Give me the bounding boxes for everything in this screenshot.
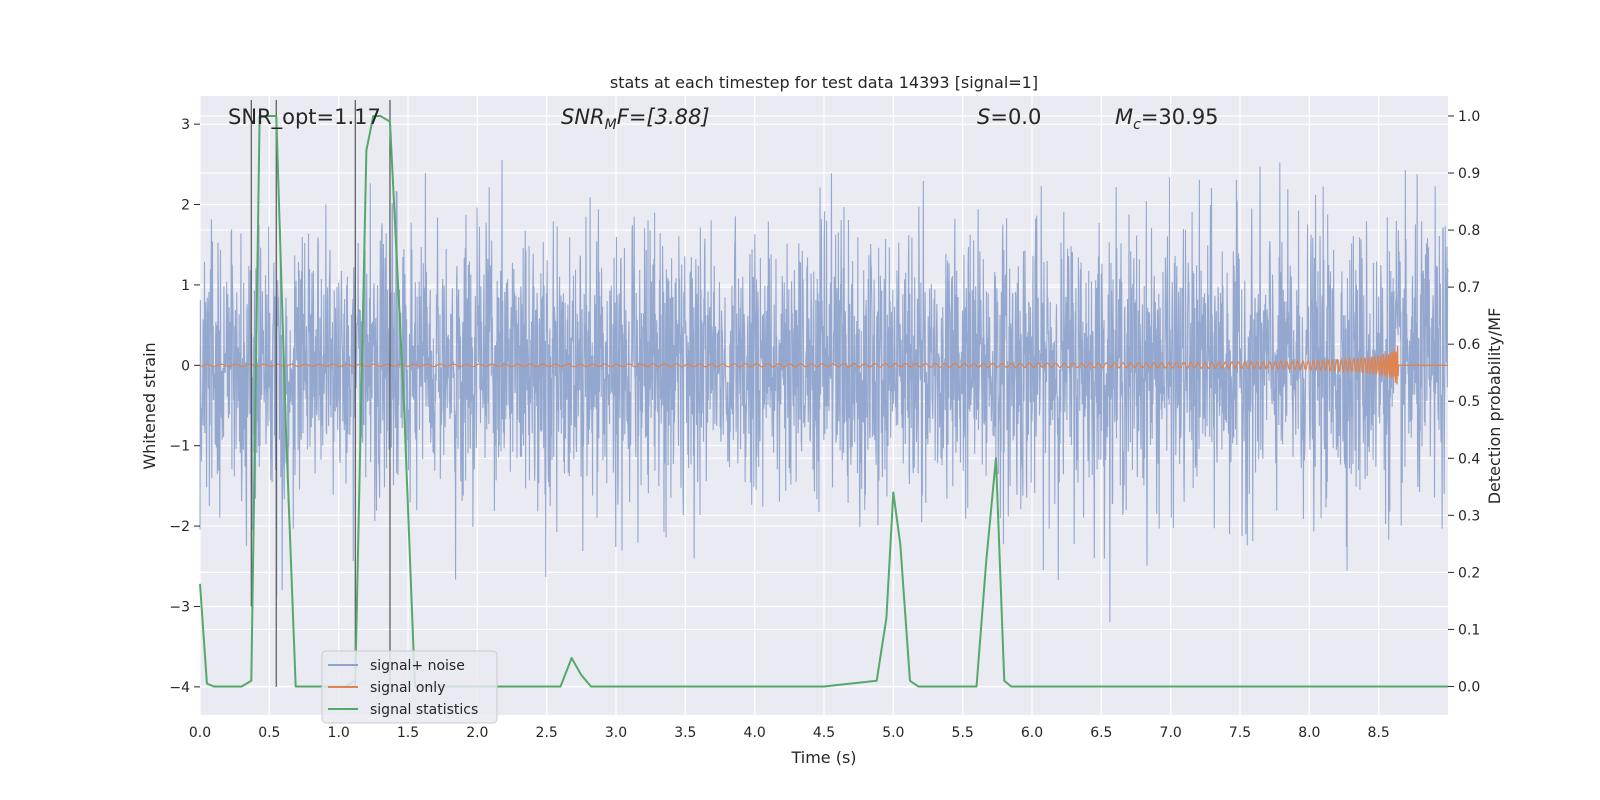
legend-label-noise: signal+ noise [370,658,465,674]
y-right-tick-label: 0.0 [1458,679,1480,695]
y-right-tick-label: 0.8 [1458,223,1480,239]
snr-mf-symbol: SNR [561,105,605,129]
mc-rest: =30.95 [1141,105,1219,129]
y-right-tick-label: 0.7 [1458,280,1480,296]
y-tick-label: 2 [181,198,190,214]
x-tick-label: 3.0 [605,725,627,741]
x-tick-label: 3.5 [674,725,696,741]
y-right-tick-label: 0.6 [1458,337,1480,353]
signal-statistics-line [199,114,1448,688]
x-tick-label: 5.0 [882,725,904,741]
x-tick-label: 5.5 [952,725,974,741]
x-tick-label: 7.5 [1229,725,1251,741]
x-tick-label: 1.0 [328,725,350,741]
chart-title: stats at each timestep for test data 143… [610,73,1038,92]
y-tick-label: 3 [181,117,190,133]
vertical-markers [250,100,391,687]
y-tick-label: 1 [181,278,190,294]
y-right-tick-label: 0.3 [1458,508,1480,524]
y-right-tick-label: 0.4 [1458,451,1480,467]
snr-mf-subscript: M [605,117,617,133]
y-tick-label: 0 [181,358,190,374]
x-tick-label: 0.0 [189,725,211,741]
x-tick-label: 6.5 [1090,725,1112,741]
mc-subscript: c [1133,117,1141,133]
signal-only-line [199,345,1448,385]
y-tick-label: −3 [169,599,190,615]
annotation-mc: Mc=30.95 [1115,105,1219,133]
legend-box [321,650,498,724]
x-tick-label: 4.5 [813,725,835,741]
x-tick-label: 8.5 [1368,725,1390,741]
x-tick-label: 2.0 [466,725,488,741]
x-tick-label: 1.5 [397,725,419,741]
y-right-tick-label: 0.5 [1458,394,1480,410]
noise-series [199,159,1449,623]
x-tick-label: 7.0 [1160,725,1182,741]
x-tick-label: 8.0 [1298,725,1320,741]
x-tick-label: 0.5 [258,725,280,741]
legend: signal+ noise signal only signal statist… [321,650,498,724]
x-tick-label: 6.0 [1021,725,1043,741]
snr-mf-rest: F=[3.88] [617,105,710,129]
stats-series [199,114,1448,688]
y-tick-label: −2 [169,519,190,535]
y-tick-label: −4 [169,680,190,696]
s-rest: =0.0 [990,105,1041,129]
y-right-tick-label: 0.1 [1458,622,1480,638]
y-right-axis-label: Detection probability/MF [1485,308,1504,505]
x-tick-label: 2.5 [536,725,558,741]
y-right-tick-label: 0.9 [1458,166,1480,182]
annotation-snr-opt: SNR_opt=1.17 [228,105,381,130]
y-axis-label: Whitened strain [140,342,159,469]
y-tick-label: −1 [169,439,190,455]
annotation-snr-mf: SNRMF=[3.88] [561,105,710,133]
mc-symbol: M [1115,105,1133,129]
noise-line [199,159,1449,623]
y-right-tick-label: 1.0 [1458,109,1480,125]
annotation-s: S=0.0 [977,105,1041,129]
legend-label-stats: signal statistics [370,702,478,718]
tick-labels: 0.0 0.5 1.0 1.5 2.0 2.5 3.0 3.5 4.0 4.5 5.0 5.5 6.0 6… [169,109,1480,741]
y-right-tick-label: 0.2 [1458,565,1480,581]
x-axis-label: Time (s) [790,748,856,767]
signal-series [199,345,1448,385]
legend-label-signal: signal only [370,680,445,696]
x-tick-label: 4.0 [744,725,766,741]
s-symbol: S [977,105,990,129]
